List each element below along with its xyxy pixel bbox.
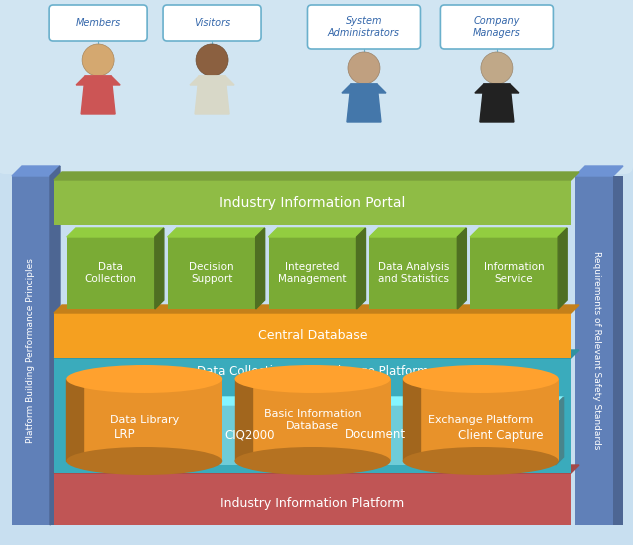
Polygon shape xyxy=(12,166,60,176)
Polygon shape xyxy=(168,228,265,237)
Polygon shape xyxy=(195,397,313,405)
Text: Integreted
Management: Integreted Management xyxy=(279,262,347,284)
Text: Data Library: Data Library xyxy=(110,415,179,425)
Polygon shape xyxy=(50,166,60,525)
Text: LRP: LRP xyxy=(113,428,135,441)
Text: Client Capture: Client Capture xyxy=(458,428,543,441)
Text: Visitors: Visitors xyxy=(194,18,230,28)
Bar xyxy=(446,405,556,465)
FancyBboxPatch shape xyxy=(308,5,420,49)
Text: Decision
Support: Decision Support xyxy=(189,262,234,284)
Bar xyxy=(234,379,391,461)
Ellipse shape xyxy=(403,447,559,475)
Polygon shape xyxy=(70,397,187,405)
Text: Basic Information
Database: Basic Information Database xyxy=(264,409,361,431)
Bar xyxy=(54,180,571,225)
Polygon shape xyxy=(457,228,467,309)
Polygon shape xyxy=(234,379,252,461)
Text: Information
Service: Information Service xyxy=(484,262,544,284)
Polygon shape xyxy=(54,305,579,313)
Polygon shape xyxy=(480,84,514,122)
Text: Data Analysis
and Statistics: Data Analysis and Statistics xyxy=(378,262,449,284)
Bar xyxy=(268,237,356,309)
Polygon shape xyxy=(575,166,623,176)
Polygon shape xyxy=(446,397,563,405)
Polygon shape xyxy=(430,397,438,465)
Text: System
Administrators: System Administrators xyxy=(328,16,400,38)
Bar xyxy=(403,379,559,461)
Bar xyxy=(67,237,155,309)
Polygon shape xyxy=(556,397,563,465)
Polygon shape xyxy=(67,228,164,237)
Bar xyxy=(320,405,430,465)
FancyBboxPatch shape xyxy=(49,5,147,41)
Bar xyxy=(12,176,50,525)
Circle shape xyxy=(481,52,513,84)
Polygon shape xyxy=(470,228,567,237)
Polygon shape xyxy=(369,228,467,237)
Bar xyxy=(50,176,60,525)
Polygon shape xyxy=(256,228,265,309)
Text: Central Database: Central Database xyxy=(258,329,367,342)
Text: Industry Information Platform: Industry Information Platform xyxy=(220,496,404,510)
Text: Data
Collection: Data Collection xyxy=(85,262,137,284)
Ellipse shape xyxy=(234,447,391,475)
Text: Industry Information Portal: Industry Information Portal xyxy=(219,196,406,209)
Polygon shape xyxy=(81,76,115,114)
Polygon shape xyxy=(268,228,365,237)
Bar xyxy=(575,176,613,525)
Polygon shape xyxy=(195,76,229,114)
Bar xyxy=(70,405,179,465)
Circle shape xyxy=(82,44,114,76)
Bar xyxy=(168,237,256,309)
Ellipse shape xyxy=(403,365,559,393)
Bar xyxy=(54,473,571,525)
Text: Requirements of Relevant Safety Standards: Requirements of Relevant Safety Standard… xyxy=(592,251,601,450)
Bar xyxy=(54,358,571,473)
Ellipse shape xyxy=(234,365,391,393)
FancyBboxPatch shape xyxy=(0,0,633,174)
Text: Document: Document xyxy=(344,428,406,441)
Polygon shape xyxy=(320,397,438,405)
Text: Members: Members xyxy=(75,18,121,28)
Bar xyxy=(66,379,222,461)
Bar xyxy=(195,405,305,465)
Polygon shape xyxy=(54,172,579,180)
Bar xyxy=(613,176,623,525)
Polygon shape xyxy=(305,397,313,465)
Polygon shape xyxy=(54,465,579,473)
FancyBboxPatch shape xyxy=(441,5,553,49)
Polygon shape xyxy=(179,397,187,465)
Polygon shape xyxy=(54,350,579,358)
Polygon shape xyxy=(155,228,164,309)
Polygon shape xyxy=(190,76,234,85)
Polygon shape xyxy=(558,228,567,309)
Circle shape xyxy=(348,52,380,84)
Text: CIQ2000: CIQ2000 xyxy=(225,428,275,441)
Text: Platform Building Performance Principles: Platform Building Performance Principles xyxy=(27,258,35,443)
Text: Data Collection and Exchange Platform: Data Collection and Exchange Platform xyxy=(197,366,429,378)
Text: Exchange Platform: Exchange Platform xyxy=(428,415,534,425)
Polygon shape xyxy=(356,228,365,309)
Circle shape xyxy=(196,44,228,76)
Text: Company
Managers: Company Managers xyxy=(473,16,521,38)
Polygon shape xyxy=(347,84,381,122)
Polygon shape xyxy=(76,76,120,85)
Ellipse shape xyxy=(66,447,222,475)
Bar xyxy=(470,237,558,309)
Bar xyxy=(369,237,457,309)
Bar xyxy=(54,313,571,358)
Ellipse shape xyxy=(66,365,222,393)
Polygon shape xyxy=(403,379,420,461)
Polygon shape xyxy=(342,84,386,93)
Polygon shape xyxy=(475,84,519,93)
Polygon shape xyxy=(66,379,84,461)
FancyBboxPatch shape xyxy=(163,5,261,41)
